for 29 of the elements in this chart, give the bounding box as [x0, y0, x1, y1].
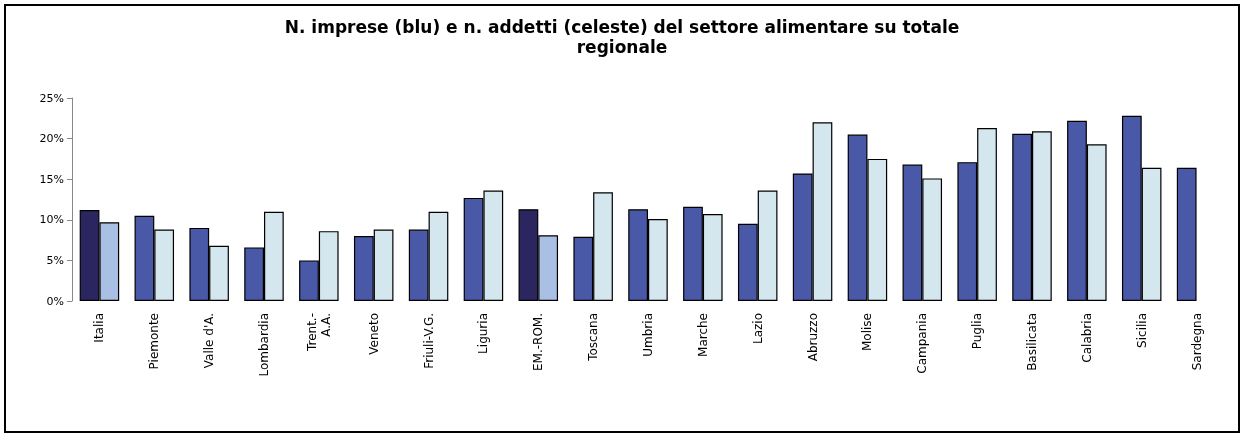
y-tick-label: 25% — [39, 91, 64, 105]
x-tick-label: Basilicata — [1025, 313, 1039, 371]
x-tick-label: Veneto — [366, 313, 381, 355]
x-tick-label: Sardegna — [1189, 313, 1204, 371]
x-tick-label: Puglia — [970, 313, 985, 350]
chart-title: N. imprese (blu) e n. addetti (celeste) del settore alimentare su totale regionale — [284, 17, 960, 57]
x-tick-label: Marche — [695, 313, 710, 357]
x-tick-label: Friuli-V.G. — [421, 313, 436, 369]
x-tick-label: Molise — [860, 313, 875, 351]
x-tick-label: Piemonte — [147, 313, 162, 370]
x-tick-label: Campania — [915, 313, 930, 374]
x-tick-label: Calabria — [1079, 313, 1094, 363]
x-tick-label: Sicilia — [1134, 313, 1149, 348]
y-tick-label: 0% — [46, 294, 64, 308]
x-tick-label: Italia — [92, 313, 107, 343]
x-tick-label: Valle d'A. — [202, 313, 217, 369]
x-tick-label: Abruzzo — [805, 313, 820, 362]
x-tick-label: Umbria — [641, 313, 655, 357]
x-tick-label: EM.-ROM. — [531, 313, 546, 372]
bar — [1176, 167, 1197, 301]
y-tick-label: 20% — [39, 132, 64, 146]
x-tick-label: Lazio — [750, 313, 765, 345]
x-tick-label: Toscana — [586, 313, 601, 362]
y-tick-label: 10% — [39, 213, 64, 227]
y-tick-label: 15% — [39, 172, 64, 186]
x-tick-label: Liguria — [476, 313, 491, 354]
y-tick-label: 5% — [46, 253, 64, 267]
x-tick-label: Trent.- A.A. — [304, 313, 333, 353]
x-tick-label: Lombardia — [257, 313, 271, 377]
